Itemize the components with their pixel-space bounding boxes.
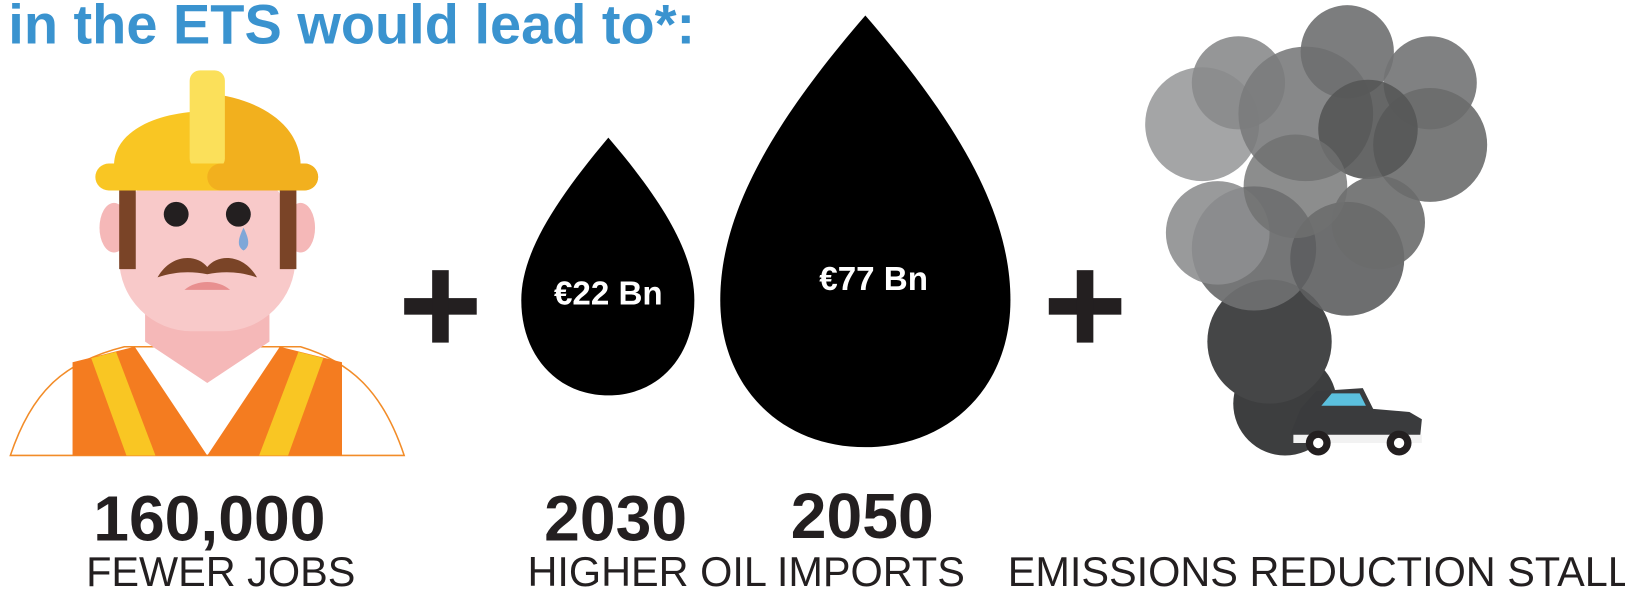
emissions-label: EMISSIONS REDUCTION STALL [1008, 549, 1625, 590]
jobs-figure: 160,000 [93, 482, 325, 554]
oil-label: HIGHER OIL IMPORTS [527, 549, 964, 590]
jobs-label: FEWER JOBS [86, 549, 355, 590]
drop-amount: €22 Bn [554, 275, 663, 312]
plus-sign [1048, 270, 1122, 343]
drop-year: 2030 [544, 482, 687, 554]
worker-icon [9, 70, 406, 457]
drop-amount: €77 Bn [819, 261, 928, 298]
smoke-icon [1145, 5, 1488, 456]
plus-sign [404, 270, 477, 343]
title: in the ETS would lead to*: [8, 0, 695, 55]
oil-drop-small [521, 137, 695, 396]
oil-drop-large [720, 15, 1011, 448]
drop-year: 2050 [791, 480, 934, 552]
